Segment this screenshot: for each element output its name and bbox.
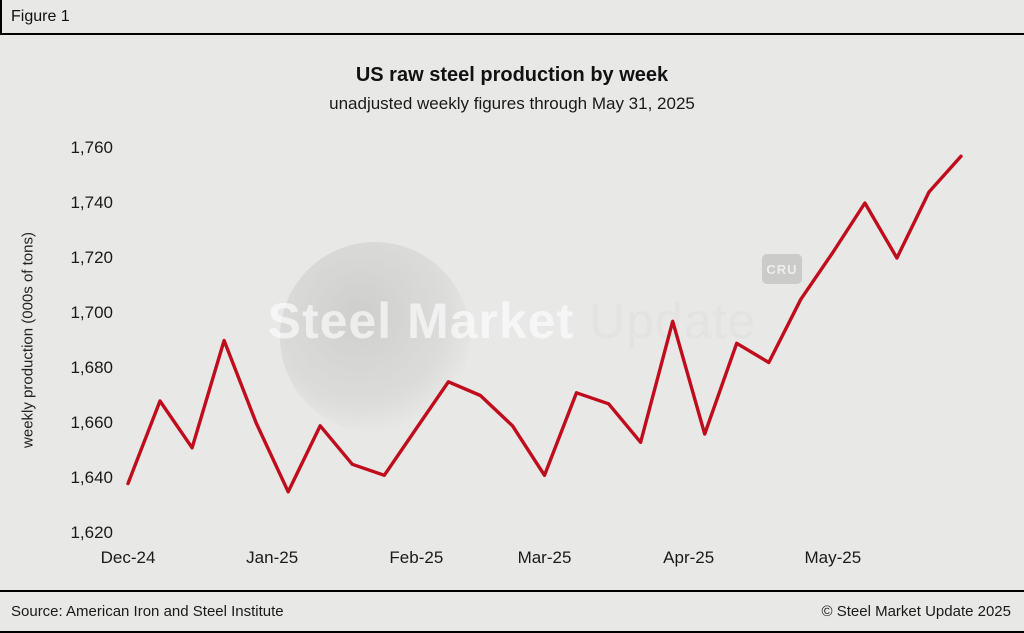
y-axis-tick-label: 1,640 bbox=[70, 468, 113, 487]
y-axis-tick-label: 1,760 bbox=[70, 138, 113, 157]
y-axis-tick-label: 1,720 bbox=[70, 248, 113, 267]
footer-divider-line bbox=[0, 590, 1024, 592]
chart-subtitle: unadjusted weekly figures through May 31… bbox=[329, 94, 695, 113]
x-axis-tick-label: Feb-25 bbox=[389, 548, 444, 567]
header-left-edge bbox=[0, 0, 2, 35]
figure-header: Figure 1 bbox=[0, 0, 1024, 35]
watermark-circle bbox=[280, 242, 470, 432]
y-axis-tick-label: 1,700 bbox=[70, 303, 113, 322]
y-axis-tick-label: 1,680 bbox=[70, 358, 113, 377]
x-axis-tick-label: Apr-25 bbox=[663, 548, 715, 567]
steel-production-line-series bbox=[126, 154, 963, 494]
source-text: Source: American Iron and Steel Institut… bbox=[11, 603, 284, 620]
chart-title: US raw steel production by week bbox=[355, 64, 669, 86]
y-axis-tick-label: 1,660 bbox=[70, 413, 113, 432]
x-axis-tick-label: Dec-24 bbox=[100, 548, 156, 567]
bottom-border-line bbox=[0, 631, 1024, 633]
figure-label: Figure 1 bbox=[11, 8, 70, 25]
cru-logo: CRU bbox=[762, 254, 802, 284]
y-axis-tick-label: 1,620 bbox=[70, 523, 113, 542]
x-axis-tick-label: Mar-25 bbox=[517, 548, 572, 567]
copyright-text: © Steel Market Update 2025 bbox=[821, 603, 1012, 620]
y-axis-tick-label: 1,740 bbox=[70, 193, 113, 212]
x-axis-tick-label: Jan-25 bbox=[246, 548, 299, 567]
x-axis-tick-label: May-25 bbox=[804, 548, 862, 567]
